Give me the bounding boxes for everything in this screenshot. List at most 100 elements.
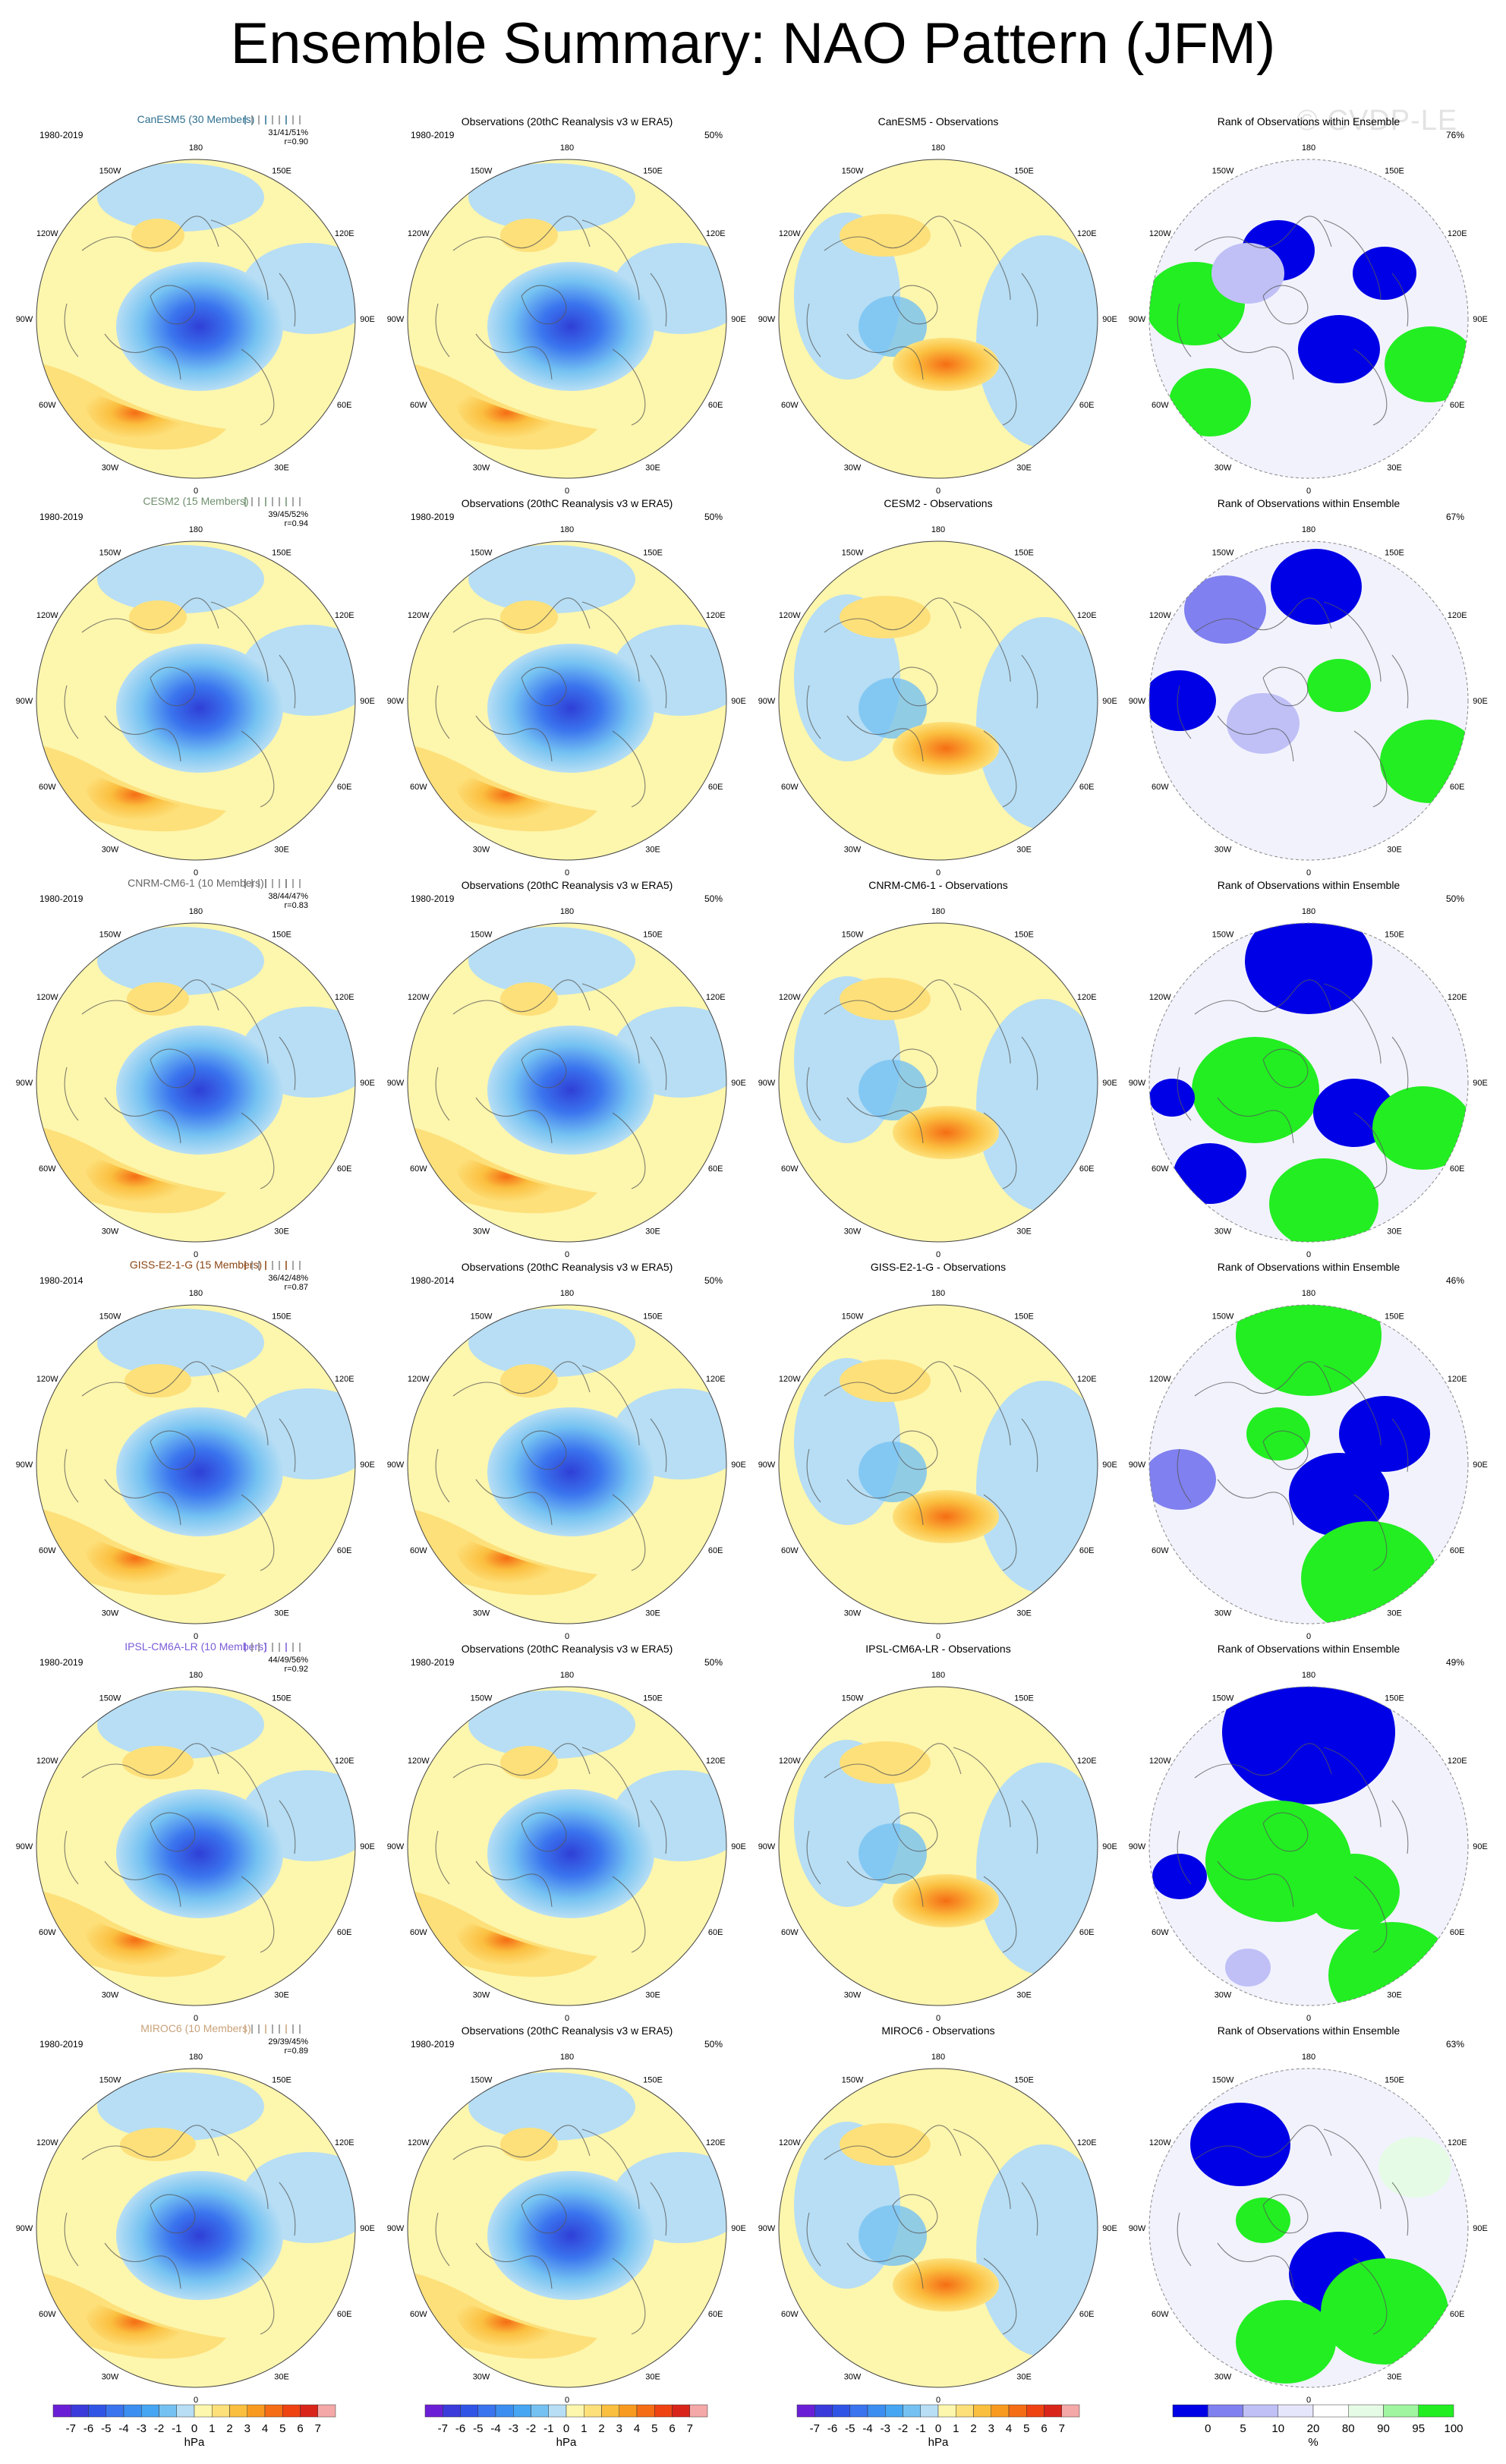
colorbar-tick: 1 xyxy=(581,2422,587,2435)
longitude-label: 30E xyxy=(1387,846,1402,855)
coastline xyxy=(612,730,646,808)
longitude-label: 60E xyxy=(1079,1164,1095,1174)
coastline xyxy=(1194,979,1332,1015)
longitude-label: 30W xyxy=(844,1991,862,2000)
diff-positive xyxy=(893,2258,999,2311)
observation-years: 1980-2019 xyxy=(411,2039,455,2050)
rank-pct: 63% xyxy=(1446,2039,1464,2050)
longitude-label: 0 xyxy=(936,2396,940,2405)
colorbar-swatch xyxy=(264,2404,283,2418)
colorbar-tick: 5 xyxy=(279,2422,285,2435)
coastline xyxy=(210,219,269,301)
coastline xyxy=(1021,2182,1038,2236)
longitude-label: 30W xyxy=(102,1609,119,1618)
longitude-label: 60E xyxy=(337,1928,352,1937)
member-tick-strip xyxy=(244,1261,301,1270)
longitude-label: 60W xyxy=(410,1928,427,1937)
longitude-label: 60E xyxy=(1450,1928,1465,1937)
longitude-label: 90W xyxy=(1129,697,1146,706)
coastline xyxy=(1177,303,1192,358)
coastline xyxy=(612,1876,646,1953)
longitude-label: 120E xyxy=(1077,229,1097,238)
model-stats: 44/49/56% xyxy=(268,1656,308,1665)
longitude-label: 60E xyxy=(708,1546,723,1555)
coastline xyxy=(824,2125,962,2160)
colorbar-tick: 1 xyxy=(953,2422,959,2435)
colorbar-swatch xyxy=(123,2404,142,2418)
colorbar-tick: 90 xyxy=(1377,2422,1390,2435)
longitude-label: 90W xyxy=(1129,1079,1146,1088)
observation-pct: 50% xyxy=(704,2039,723,2050)
longitude-label: 120E xyxy=(706,2138,726,2147)
model-correlation: r=0.94 xyxy=(285,519,309,528)
atlantic-high-core xyxy=(82,1533,188,1584)
longitude-label: 0 xyxy=(565,868,569,878)
longitude-label: 120W xyxy=(779,1375,801,1384)
arctic-low xyxy=(487,262,654,391)
colorbar-swatch xyxy=(548,2404,567,2418)
model-stats: 31/41/51% xyxy=(268,128,308,137)
diff-negative-core xyxy=(859,1442,927,1502)
colorbar-tick: -1 xyxy=(915,2422,925,2435)
colorbar-tick: 7 xyxy=(687,2422,693,2435)
coastline xyxy=(81,979,219,1015)
coastline xyxy=(1353,2258,1388,2335)
longitude-label: 90E xyxy=(1473,1079,1488,1088)
colorbar-tick: 95 xyxy=(1412,2422,1425,2435)
coastline xyxy=(1021,1036,1038,1091)
coastline xyxy=(210,1747,269,1828)
coastline xyxy=(806,685,821,739)
rank-region xyxy=(1236,2300,1336,2384)
map-border xyxy=(778,2068,1098,2388)
colorbar-tick: -2 xyxy=(526,2422,536,2435)
longitude-label: 180 xyxy=(931,1289,945,1298)
coastline xyxy=(581,1747,640,1828)
coastline xyxy=(1194,2125,1332,2160)
map-border xyxy=(778,922,1098,1243)
diff-positive xyxy=(893,338,999,391)
coastline xyxy=(953,1747,1011,1828)
longitude-label: 180 xyxy=(931,907,945,916)
colorbar-1: -7 -6 -5 -4 -3 -2 -1 0 1 2 3 4 5 6 7 hPa xyxy=(52,2404,336,2449)
longitude-label: 30E xyxy=(1016,2373,1032,2382)
coastline xyxy=(1021,1800,1038,1854)
rank-region xyxy=(1380,720,1468,803)
longitude-label: 90E xyxy=(360,1842,375,1851)
coastline xyxy=(435,1067,450,1121)
longitude-label: 0 xyxy=(936,1632,940,1641)
longitude-label: 150E xyxy=(1014,930,1034,939)
longitude-label: 180 xyxy=(189,143,203,153)
observation-panel: 180 150E 120E 90E 60E 30E 0 30W 60W 90W 120W 150W Ob… xyxy=(387,2024,746,2405)
coastline xyxy=(435,303,450,358)
watermark: © CVDP-LE xyxy=(1296,105,1458,137)
longitude-label: 120W xyxy=(779,2138,801,2147)
model-stats: 38/44/47% xyxy=(268,892,308,901)
coastline xyxy=(1217,333,1294,380)
coastline xyxy=(1194,216,1332,251)
longitude-label: 60W xyxy=(39,2310,56,2319)
diff-positive-light xyxy=(840,1741,931,1784)
coastline xyxy=(953,2128,1011,2210)
longitude-label: 90E xyxy=(1102,315,1117,324)
arctic-low xyxy=(487,644,654,773)
longitude-label: 60E xyxy=(1079,401,1095,410)
longitude-label: 60E xyxy=(1450,2310,1465,2319)
longitude-label: 30E xyxy=(1387,1227,1402,1237)
coastline xyxy=(612,2258,646,2335)
longitude-label: 60W xyxy=(1152,1546,1169,1555)
coastline xyxy=(1323,1365,1382,1446)
longitude-label: 60W xyxy=(781,1546,799,1555)
high-anomaly xyxy=(127,982,189,1016)
longitude-label: 90W xyxy=(387,315,405,324)
longitude-label: 60W xyxy=(410,1164,427,1174)
diff-negative xyxy=(976,2144,1098,2357)
longitude-label: 90E xyxy=(731,2224,746,2233)
colorbar-tick: 7 xyxy=(1059,2422,1065,2435)
coastline xyxy=(824,216,962,251)
model-stats: 29/39/45% xyxy=(268,2037,308,2047)
longitude-label: 30E xyxy=(1016,1227,1032,1237)
colorbar-tick: 5 xyxy=(1023,2422,1029,2435)
coastline xyxy=(1262,666,1309,707)
colorbar-swatch xyxy=(1026,2404,1044,2418)
